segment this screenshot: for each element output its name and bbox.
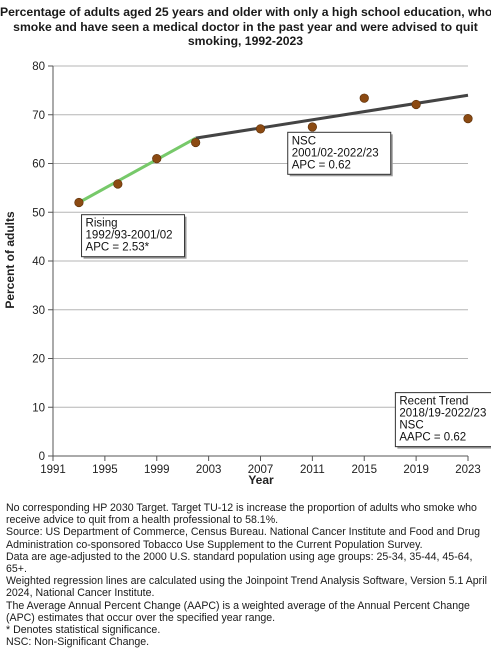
footnote-aapc: The Average Annual Percent Change (AAPC)… bbox=[6, 599, 470, 624]
y-tick-label: 40 bbox=[32, 256, 45, 268]
data-point bbox=[191, 137, 201, 148]
chart-title-line: smoking, 1992-2023 bbox=[187, 34, 304, 48]
footnote-nsc: NSC: Non-Significant Change. bbox=[6, 636, 150, 648]
trend-lines bbox=[78, 93, 469, 204]
annotation-text: Recent Trend bbox=[399, 396, 468, 408]
annotation-text: AAPC = 0.62 bbox=[399, 432, 466, 444]
y-tick-label: 0 bbox=[39, 451, 45, 463]
footnote-age-adjustment: Data are age-adjusted to the 2000 U.S. s… bbox=[6, 550, 473, 576]
data-point bbox=[359, 93, 369, 103]
data-point bbox=[411, 99, 421, 110]
footnote-target: No corresponding HP 2030 Target. Target … bbox=[6, 502, 477, 527]
y-tick-label: 10 bbox=[32, 402, 45, 414]
footnote-regression: Weighted regression lines are calculated… bbox=[6, 575, 487, 600]
x-tick-label: 2003 bbox=[196, 464, 222, 476]
chart-title: Percentage of adults aged 25 years and o… bbox=[0, 5, 491, 49]
data-point bbox=[255, 124, 266, 134]
x-tick-label: 2019 bbox=[403, 464, 429, 476]
footnote-source: Source: US Department of Commerce, Censu… bbox=[6, 526, 481, 551]
data-point bbox=[463, 114, 473, 124]
annotation-text: Rising bbox=[86, 218, 118, 230]
data-point bbox=[307, 122, 317, 132]
x-tick-label: 2015 bbox=[351, 464, 377, 476]
x-tick-label: 2007 bbox=[248, 464, 274, 476]
annotation-frame bbox=[394, 392, 491, 448]
y-tick-label: 50 bbox=[32, 207, 45, 219]
chart-title-line: Percentage of adults aged 25 years and o… bbox=[0, 5, 491, 19]
x-tick-labels: 1991 1995 1999 2003 2007 2011 2015 2019 2023 bbox=[40, 464, 481, 476]
annotation-text: NSC bbox=[399, 420, 423, 432]
x-tick-label: 1991 bbox=[40, 464, 66, 476]
y-tick-label: 20 bbox=[32, 354, 45, 366]
x-tick-label: 2023 bbox=[455, 464, 481, 476]
data-point bbox=[152, 154, 162, 164]
trend-segment bbox=[195, 93, 469, 140]
data-point bbox=[74, 197, 84, 208]
annotation-text: NSC bbox=[292, 135, 316, 147]
annotation-text: APC = 0.62 bbox=[292, 159, 351, 171]
gridlines bbox=[53, 65, 468, 408]
annotation-text: 2018/19-2022/23 bbox=[399, 408, 486, 420]
y-tick-label: 60 bbox=[32, 159, 45, 171]
x-tick-label: 1995 bbox=[92, 464, 118, 476]
footnotes: No corresponding HP 2030 Target. Target … bbox=[6, 502, 488, 648]
trend-segment bbox=[78, 136, 197, 204]
data-point bbox=[113, 179, 123, 189]
chart-canvas: 1991 1995 1999 2003 2007 2011 2015 2019 2023 0 10… bbox=[3, 61, 491, 487]
x-axis-label: Year bbox=[248, 473, 274, 487]
data-points bbox=[74, 93, 473, 208]
annotation-frame bbox=[81, 214, 186, 258]
chart-title-line: smoke and have seen a medical doctor in … bbox=[13, 19, 478, 34]
x-tick-label: 1999 bbox=[144, 464, 170, 476]
axes bbox=[48, 65, 469, 461]
annotation-frame bbox=[287, 131, 392, 175]
x-tick-label: 2011 bbox=[300, 464, 325, 476]
y-tick-label: 80 bbox=[32, 61, 45, 73]
annotation-text: 1992/93-2001/02 bbox=[86, 230, 173, 242]
footnote-significance: * Denotes statistical significance. bbox=[6, 624, 161, 637]
y-tick-labels: 0 10 20 30 40 50 60 70 80 bbox=[32, 61, 45, 463]
annotation-text: APC = 2.53* bbox=[86, 242, 150, 254]
y-axis-label: Percent of adults bbox=[3, 211, 17, 309]
y-tick-label: 30 bbox=[32, 305, 45, 317]
annotation-text: 2001/02-2022/23 bbox=[292, 147, 379, 159]
y-tick-label: 70 bbox=[32, 110, 45, 122]
